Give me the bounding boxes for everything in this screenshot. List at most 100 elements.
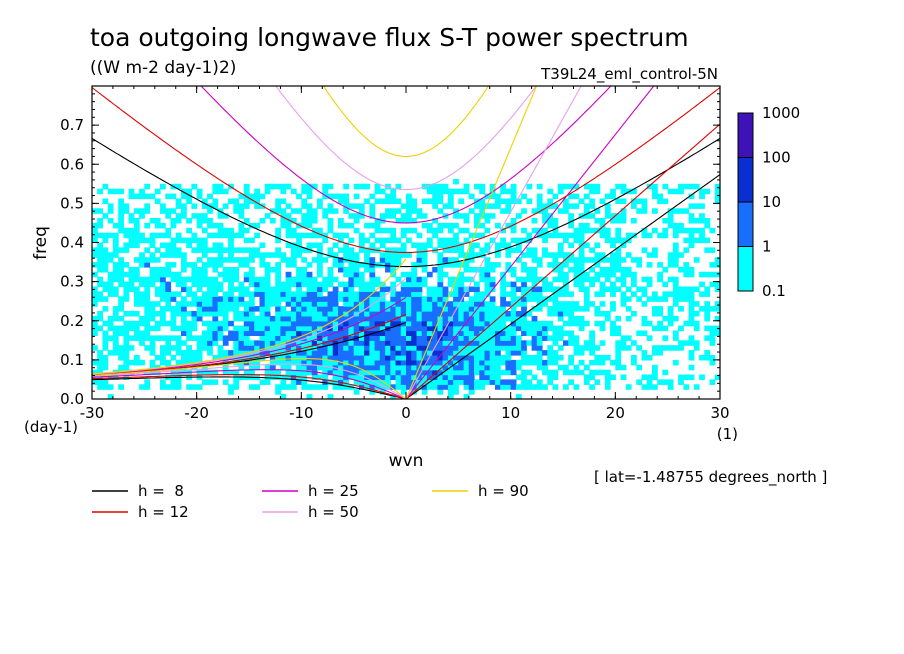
heatmap-cell	[406, 208, 412, 214]
heatmap-cell	[379, 345, 386, 351]
heatmap-cell	[269, 208, 276, 214]
heatmap-cell	[568, 218, 574, 224]
heatmap-cell	[254, 276, 260, 283]
heatmap-cell	[421, 330, 428, 336]
heatmap-cell	[269, 325, 276, 332]
heatmap-cell	[296, 315, 302, 322]
heatmap-cell	[542, 301, 548, 307]
heatmap-cell	[437, 364, 444, 371]
heatmap-cell	[709, 325, 716, 332]
heatmap-cell	[432, 296, 438, 302]
heatmap-cell	[186, 325, 192, 332]
heatmap-cell	[348, 345, 355, 351]
heatmap-cell	[123, 208, 130, 214]
heatmap-cell	[175, 311, 182, 317]
heatmap-cell	[542, 276, 548, 283]
heatmap-cell	[531, 384, 538, 390]
heatmap-cell	[243, 183, 250, 190]
heatmap-cell	[217, 183, 224, 190]
heatmap-cell	[374, 320, 381, 327]
heatmap-cell	[353, 183, 360, 190]
heatmap-cell	[474, 315, 480, 322]
heatmap-cell	[123, 262, 130, 268]
heatmap-cell	[201, 213, 208, 219]
heatmap-cell	[238, 330, 245, 336]
heatmap-cell	[390, 320, 397, 327]
heatmap-cell	[390, 247, 397, 253]
heatmap-cell	[217, 350, 224, 356]
heatmap-cell	[249, 311, 255, 317]
heatmap-cell	[144, 330, 151, 336]
heatmap-cell	[327, 379, 334, 385]
heatmap-cell	[353, 252, 360, 258]
heatmap-cell	[201, 252, 208, 258]
heatmap-cell	[583, 374, 590, 380]
heatmap-cell	[599, 325, 606, 332]
heatmap-cell	[139, 257, 145, 263]
heatmap-cell	[573, 301, 580, 307]
heatmap-cell	[228, 306, 234, 312]
heatmap-cell	[243, 227, 250, 234]
heatmap-cell	[526, 296, 533, 302]
heatmap-cell	[416, 296, 423, 302]
heatmap-cell	[112, 350, 119, 356]
heatmap-cell	[625, 252, 632, 258]
heatmap-cell	[374, 291, 381, 297]
heatmap-cell	[437, 345, 444, 351]
heatmap-cell	[364, 306, 370, 312]
heatmap-cell	[358, 335, 365, 341]
heatmap-cell	[426, 369, 433, 376]
heatmap-cell	[306, 281, 313, 288]
heatmap-cell	[672, 301, 679, 307]
heatmap-cell	[542, 237, 548, 244]
heatmap-cell	[196, 335, 203, 341]
rossby-wave-curve	[92, 369, 407, 399]
heatmap-cell	[222, 325, 229, 332]
colorbar-label: 100	[762, 149, 791, 167]
heatmap-cell	[264, 183, 271, 190]
heatmap-cell	[160, 355, 166, 361]
heatmap-cell	[254, 345, 260, 351]
heatmap-cell	[249, 359, 255, 366]
heatmap-cell	[594, 355, 601, 361]
heatmap-cell	[207, 335, 213, 341]
heatmap-cell	[463, 379, 470, 385]
heatmap-cell	[667, 384, 674, 390]
heatmap-cell	[610, 330, 616, 336]
heatmap-cell	[175, 340, 182, 346]
heatmap-cell	[301, 330, 308, 336]
heatmap-cell	[474, 222, 480, 229]
heatmap-cell	[181, 359, 187, 366]
heatmap-cell	[196, 315, 203, 322]
heatmap-cell	[578, 306, 585, 312]
heatmap-cell	[510, 296, 517, 302]
heatmap-cell	[484, 311, 491, 317]
heatmap-cell	[196, 222, 203, 229]
heatmap-cell	[526, 183, 533, 190]
heatmap-cell	[479, 188, 486, 195]
heatmap-cell	[526, 271, 533, 278]
heatmap-cell	[201, 296, 208, 302]
heatmap-cell	[181, 311, 187, 317]
heatmap-cell	[275, 281, 281, 288]
heatmap-cell	[254, 359, 260, 366]
heatmap-cell	[432, 267, 438, 273]
heatmap-cell	[599, 281, 606, 288]
heatmap-cell	[500, 291, 506, 297]
heatmap-cell	[238, 301, 245, 307]
heatmap-cell	[133, 242, 140, 248]
heatmap-cell	[296, 276, 302, 283]
heatmap-cell	[536, 276, 543, 283]
heatmap-cell	[505, 222, 512, 229]
heatmap-cell	[531, 227, 538, 234]
heatmap-cell	[400, 374, 407, 380]
heatmap-cell	[264, 369, 271, 376]
heatmap-cell	[531, 306, 538, 312]
heatmap-cell	[390, 257, 397, 263]
heatmap-cell	[489, 355, 496, 361]
rossby-wave-curve	[92, 358, 407, 399]
heatmap-cell	[285, 276, 292, 283]
heatmap-cell	[97, 369, 103, 376]
heatmap-cell	[259, 315, 266, 322]
heatmap-cell	[672, 276, 679, 283]
